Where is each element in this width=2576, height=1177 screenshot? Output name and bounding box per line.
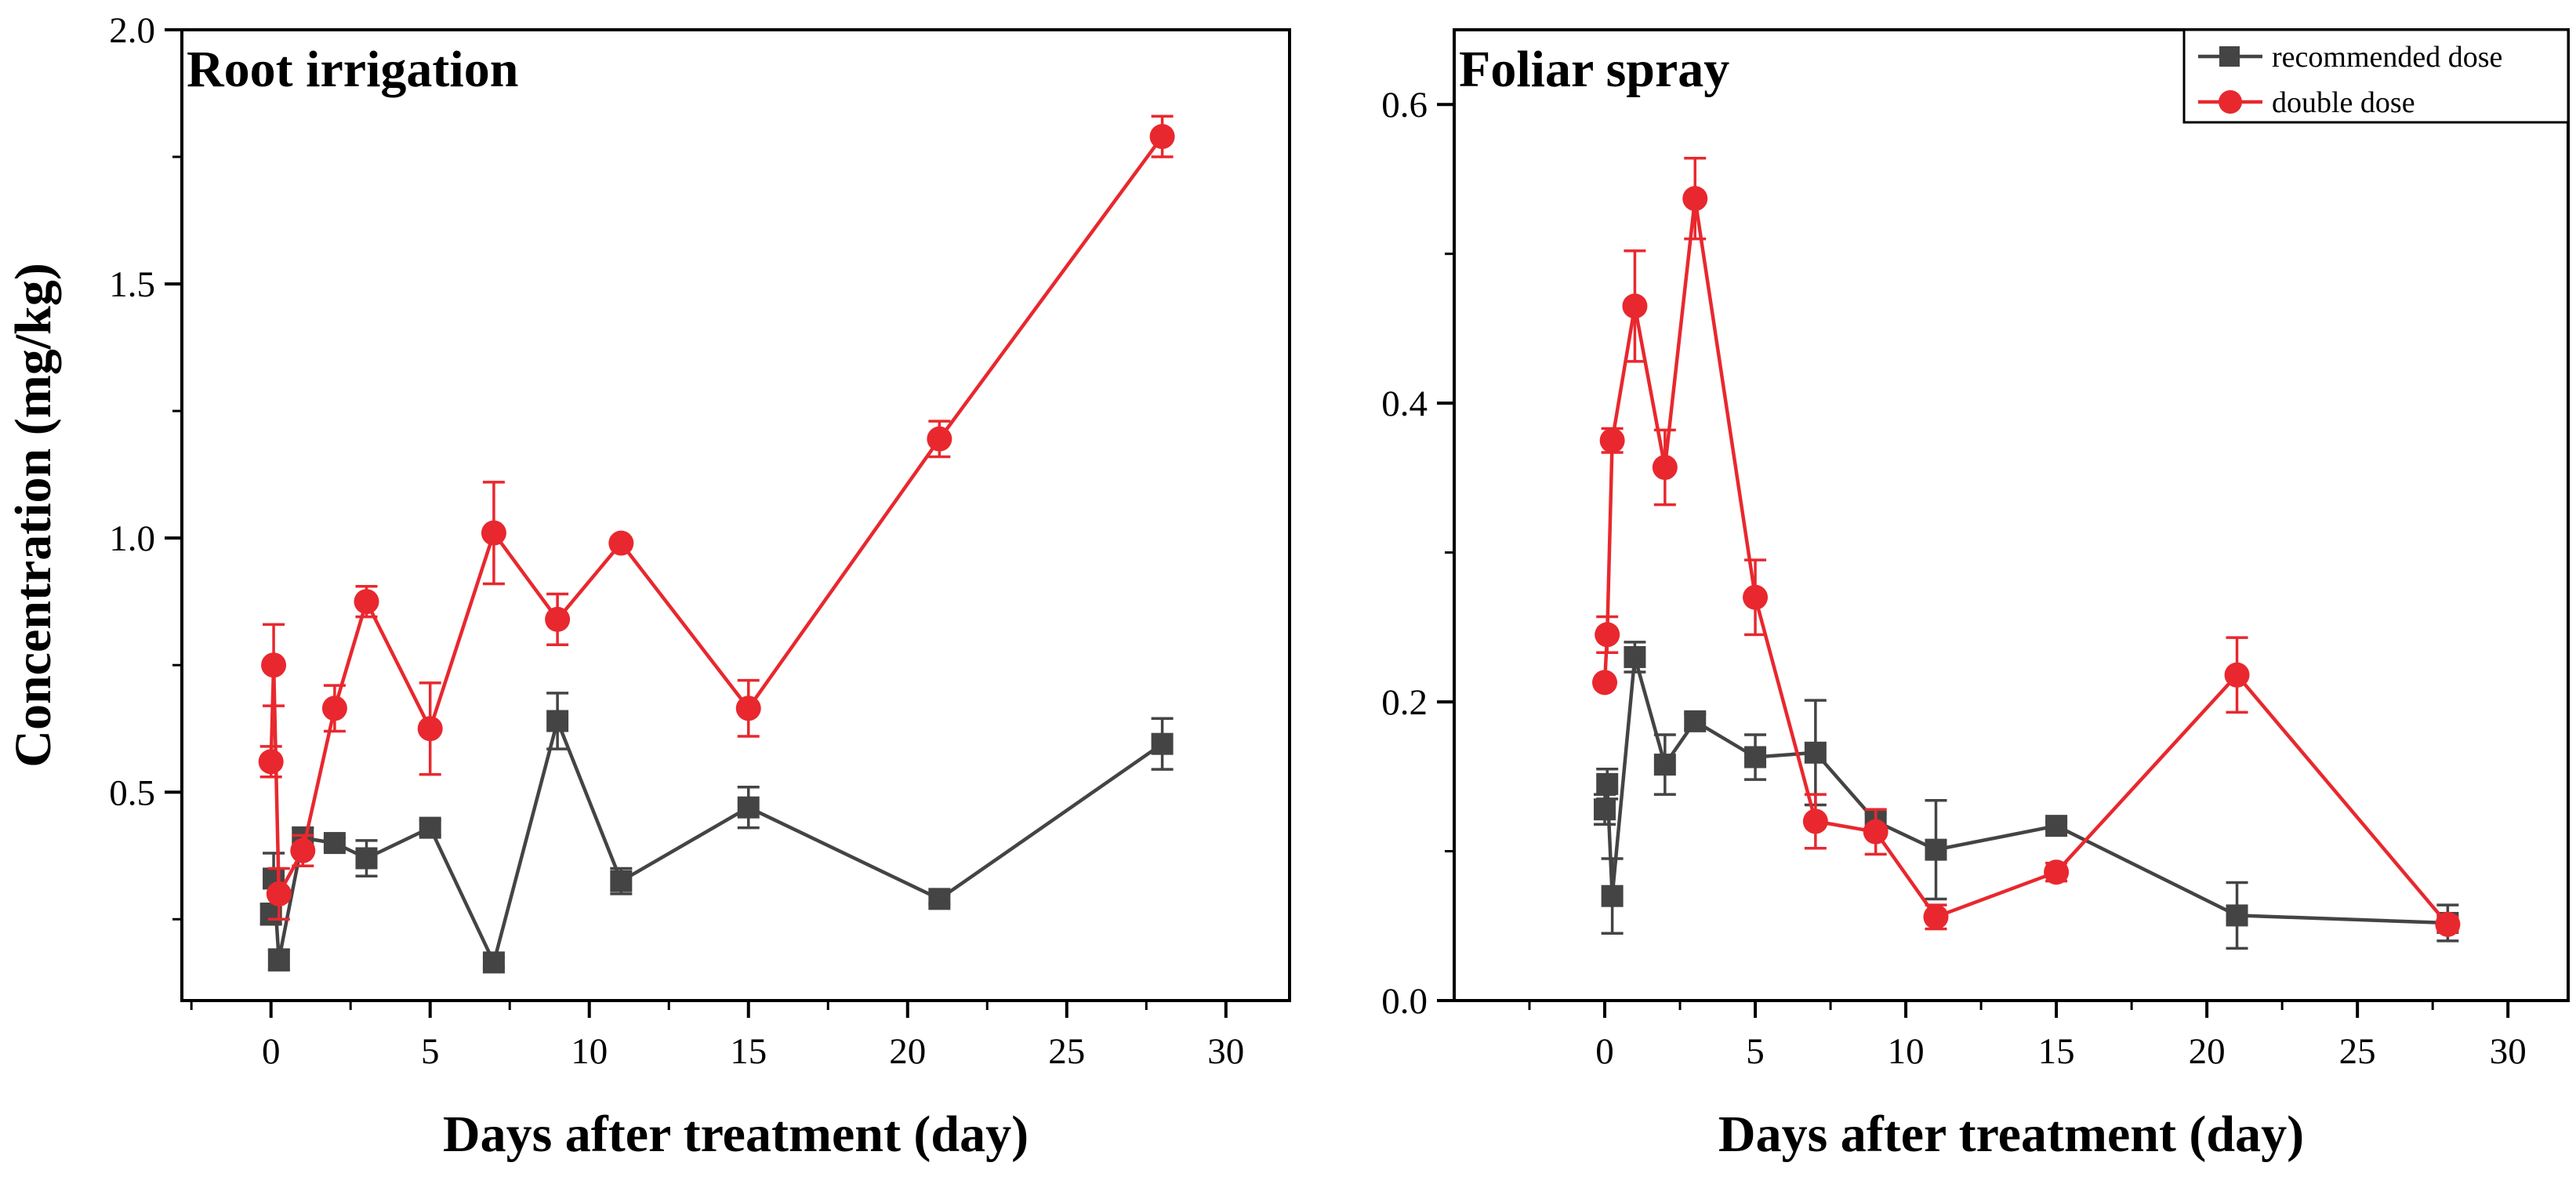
data-point [290, 837, 316, 863]
data-point [1149, 124, 1175, 150]
x-tick-label: 25 [2339, 1031, 2376, 1072]
y-tick-label: 0.0 [1381, 981, 1428, 1022]
data-point [2226, 904, 2248, 927]
y-tick-label: 0.2 [1381, 682, 1428, 723]
data-point [354, 589, 379, 615]
legend-marker [2219, 90, 2242, 114]
data-point [266, 881, 292, 906]
data-point [1682, 186, 1708, 212]
data-point [545, 606, 571, 632]
series-recommended-dose [259, 692, 1174, 974]
y-tick-label: 0.5 [109, 772, 155, 813]
data-point [608, 530, 634, 556]
data-point [1923, 904, 1949, 930]
series-double-dose [1592, 157, 2461, 937]
chart-panel-1: 0 5 10 15 20 25 30 0.5 1.0 1.5 2.0 Root irrigation D… [5, 10, 1291, 1163]
legend-marker [2219, 46, 2240, 67]
legend-label: recommended dose [2272, 41, 2502, 74]
plot-frame [1453, 28, 2570, 1002]
data-point [321, 696, 347, 721]
panel-title: Foliar spray [1459, 41, 1729, 98]
data-point [1624, 645, 1646, 668]
data-point [355, 847, 378, 870]
x-tick-label: 15 [2038, 1031, 2075, 1072]
data-point [2224, 662, 2250, 688]
chart-panel-2: 0 5 10 15 20 25 30 0.0 0.2 0.4 0.6 Foliar spray Days… [1381, 28, 2570, 1163]
x-tick-label: 0 [262, 1031, 281, 1072]
y-tick-label: 0.6 [1381, 85, 1428, 125]
legend-label: double dose [2272, 86, 2415, 119]
y-tick-label: 1.0 [109, 518, 155, 559]
series-line [269, 719, 1163, 964]
data-point [737, 796, 760, 819]
data-point [482, 951, 505, 974]
x-tick-label: 0 [1595, 1031, 1614, 1072]
data-point [928, 888, 951, 910]
y-axis-title: Concentration (mg/kg) [5, 263, 62, 767]
data-point [1595, 622, 1620, 648]
x-tick-label: 5 [421, 1031, 440, 1072]
data-point [1863, 819, 1888, 845]
data-point [2435, 911, 2461, 937]
data-point [1684, 710, 1707, 732]
data-point [927, 426, 952, 452]
data-point [261, 652, 287, 678]
x-tick-label: 5 [1746, 1031, 1765, 1072]
data-point [735, 696, 761, 721]
data-point [1622, 293, 1648, 319]
data-point [1804, 741, 1827, 764]
y-tick-label: 0.4 [1381, 383, 1428, 424]
x-tick-label: 25 [1048, 1031, 1085, 1072]
series-recommended-dose [1594, 641, 2459, 950]
data-point [258, 749, 284, 775]
panel-title: Root irrigation [187, 41, 518, 98]
x-tick-label: 10 [571, 1031, 608, 1072]
series-line [269, 135, 1164, 896]
x-tick-label: 15 [730, 1031, 767, 1072]
y-tick-label: 1.5 [109, 264, 155, 305]
data-point [610, 870, 633, 892]
legend-box [2182, 28, 2570, 124]
data-point [267, 949, 290, 972]
x-axis-title: Days after treatment (day) [443, 1106, 1029, 1163]
data-point [1652, 455, 1678, 481]
data-point [419, 816, 441, 839]
data-point [1592, 670, 1618, 696]
data-point [1596, 772, 1619, 795]
data-point [1925, 838, 1947, 861]
data-point [481, 520, 506, 546]
plot-frame [180, 28, 1291, 1002]
x-tick-label: 30 [2490, 1031, 2527, 1072]
data-point [323, 832, 346, 855]
data-point [1599, 427, 1625, 453]
data-point [2045, 815, 2068, 837]
data-point [1743, 584, 1769, 610]
data-point [1601, 885, 1624, 907]
data-point [1802, 808, 1828, 834]
x-tick-label: 30 [1207, 1031, 1244, 1072]
x-axis-title: Days after treatment (day) [1718, 1106, 2304, 1163]
data-point [1653, 754, 1676, 776]
data-point [1151, 732, 1174, 755]
data-point [1594, 798, 1616, 821]
series-double-dose [258, 114, 1175, 921]
data-point [417, 716, 443, 742]
data-point [1744, 746, 1767, 768]
data-point [546, 710, 569, 732]
x-tick-label: 20 [889, 1031, 926, 1072]
x-tick-label: 20 [2189, 1031, 2226, 1072]
x-tick-label: 10 [1888, 1031, 1925, 1072]
y-tick-label: 2.0 [109, 10, 155, 51]
legend: recommended dose double dose [2182, 28, 2570, 124]
data-point [2044, 859, 2070, 885]
series-line [1602, 196, 2450, 926]
